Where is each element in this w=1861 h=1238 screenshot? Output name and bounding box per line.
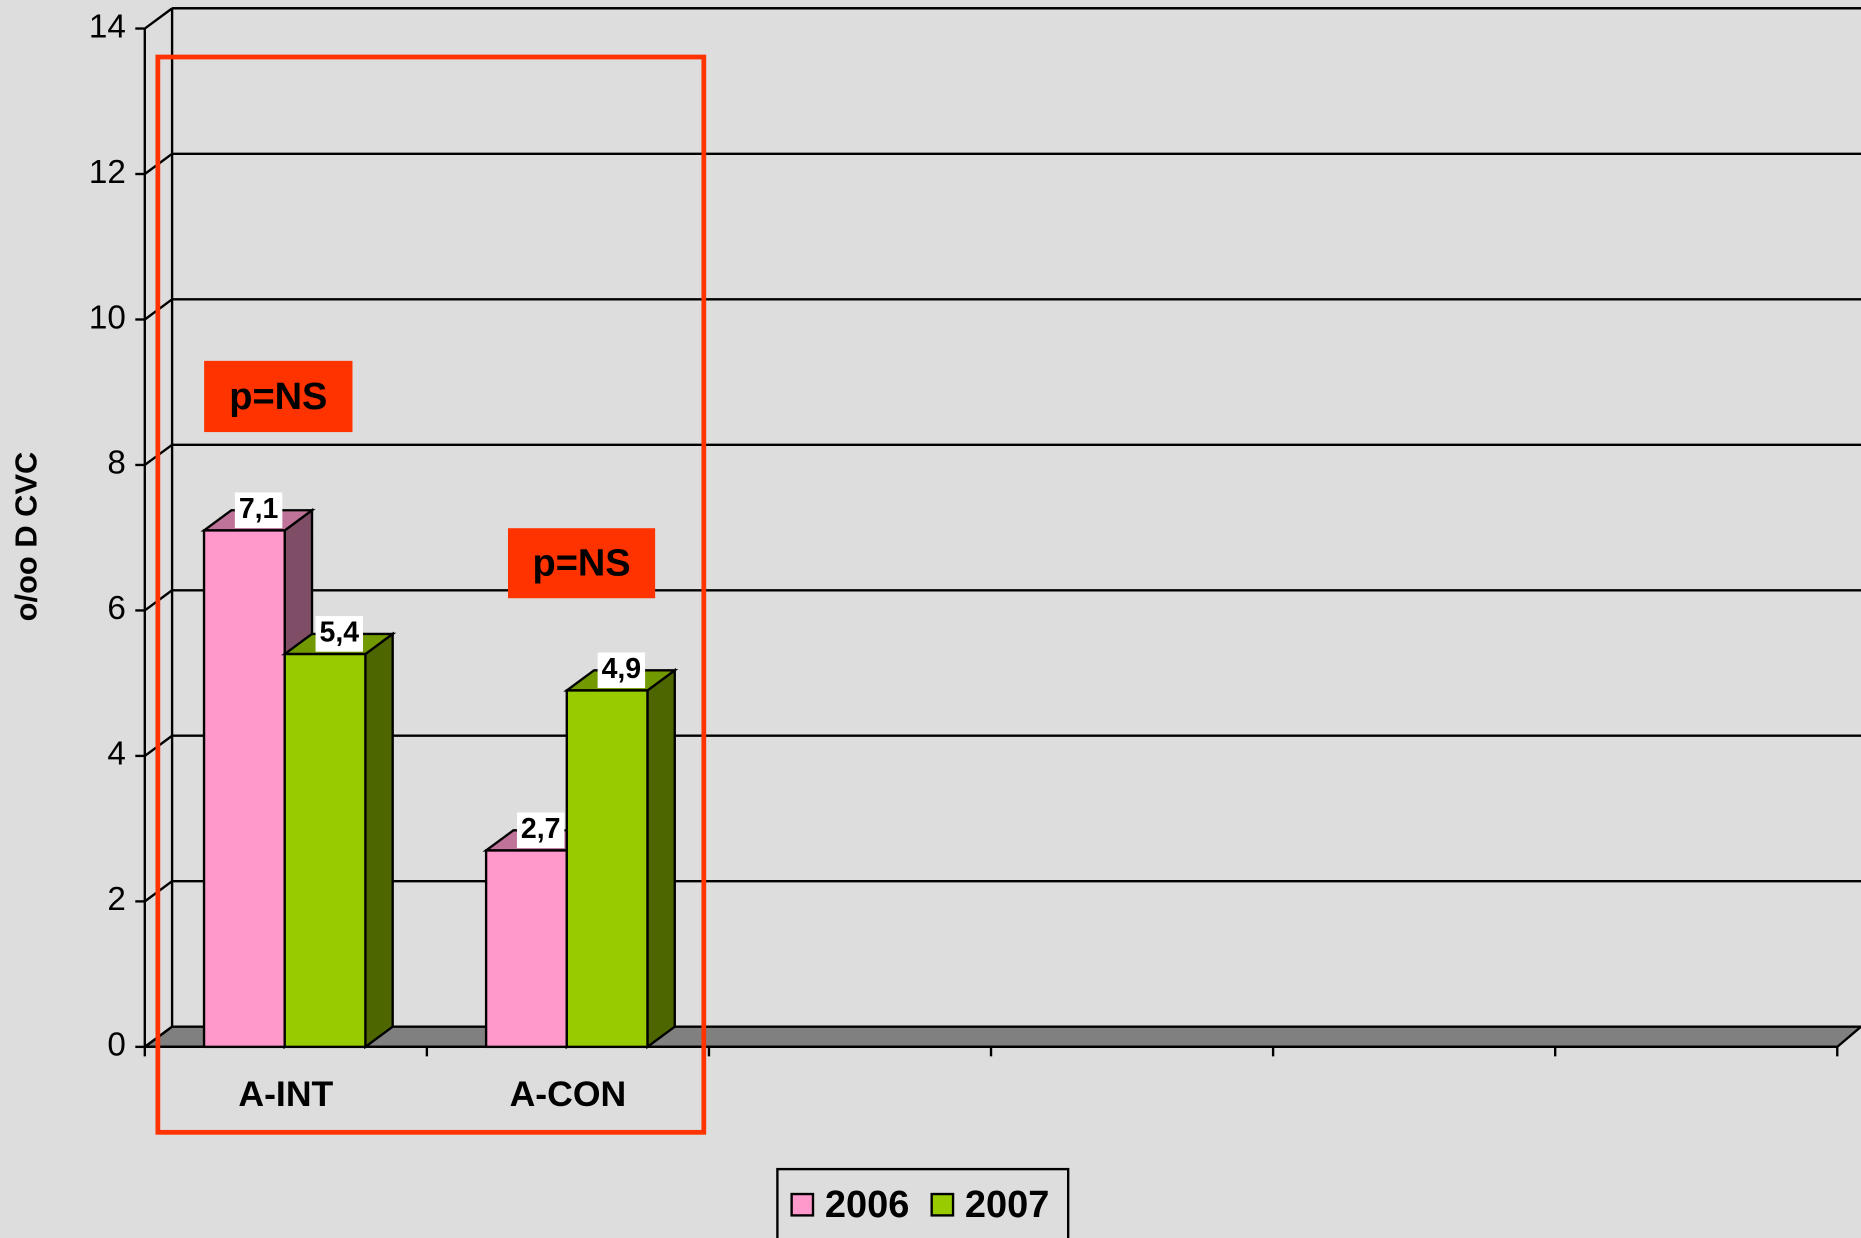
y-tick-label: 14 — [89, 8, 126, 45]
grid-line — [144, 7, 173, 30]
bar-side — [364, 631, 394, 1050]
value-label-bg — [315, 616, 364, 652]
bar — [202, 529, 286, 1049]
value-label: 7,1 — [239, 493, 279, 525]
y-axis-label: o/oo D CVC — [9, 452, 44, 622]
y-tick-label: 8 — [107, 445, 125, 482]
y-tick-label: 0 — [107, 1027, 125, 1064]
bar — [565, 689, 649, 1049]
value-label: 4,9 — [602, 653, 642, 685]
value-label-bg — [597, 652, 646, 689]
legend-label: 2006 — [825, 1184, 909, 1226]
legend-box — [776, 1167, 1070, 1238]
y-tick-label: 10 — [89, 299, 126, 336]
value-label: 5,4 — [319, 616, 359, 648]
x-tick-label: A-INT — [238, 1074, 333, 1114]
bar — [484, 849, 568, 1049]
y-tick-label: 6 — [107, 590, 125, 627]
legend-swatch — [790, 1192, 815, 1217]
legend-label: 2007 — [965, 1184, 1049, 1226]
annotation: p=NS — [229, 376, 327, 418]
highlight-frame — [155, 54, 707, 1135]
y-tick-label: 4 — [107, 736, 125, 773]
value-label-bg — [234, 492, 283, 529]
y-tick-label: 2 — [107, 881, 125, 918]
annotation: p=NS — [533, 543, 631, 585]
x-tick-label: A-CON — [510, 1074, 627, 1114]
bar — [283, 652, 367, 1049]
value-label-bg — [516, 812, 565, 849]
value-label: 2,7 — [521, 813, 561, 845]
annotation-box — [204, 360, 353, 433]
legend-swatch — [930, 1192, 955, 1217]
annotation-box — [507, 528, 656, 599]
bar-side — [646, 667, 676, 1050]
y-tick-label: 12 — [89, 154, 126, 191]
floor — [141, 1025, 1861, 1049]
